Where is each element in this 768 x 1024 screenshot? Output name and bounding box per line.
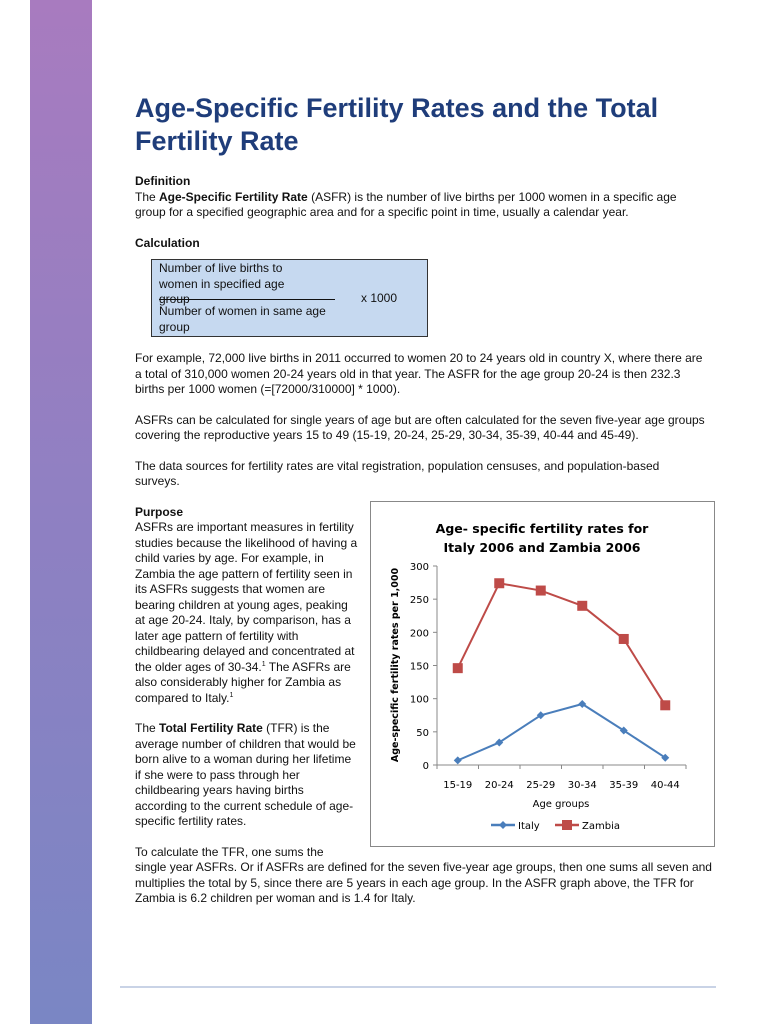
data-point <box>578 699 587 708</box>
data-point <box>494 577 505 588</box>
document-body: Definition The Age-Specific Fertility Ra… <box>135 174 715 922</box>
x-tick-label: 20-24 <box>485 780 514 791</box>
legend-label: Zambia <box>582 821 620 832</box>
legend-label: Italy <box>518 821 540 832</box>
data-point <box>495 737 504 746</box>
data-point <box>661 753 670 762</box>
definition-section: Definition The Age-Specific Fertility Ra… <box>135 174 705 221</box>
footnote-ref: 1 <box>261 660 266 668</box>
x-axis-label: Age groups <box>533 799 590 810</box>
x-tick-label: 40-44 <box>651 780 680 791</box>
chart-svg: Age- specific fertility rates for Italy 2… <box>390 521 687 832</box>
paragraph: ASFRs can be calculated for single years… <box>135 412 705 443</box>
paragraph: To calculate the TFR, one sums the singl… <box>135 844 712 906</box>
page-title: Age-Specific Fertility Rates and the Tot… <box>135 93 659 156</box>
data-point <box>452 662 463 673</box>
x-tick-label: 15-19 <box>443 780 472 791</box>
definition-heading: Definition <box>135 174 191 188</box>
x-tick-label: 35-39 <box>609 780 638 791</box>
y-tick-label: 100 <box>410 694 429 705</box>
paragraph: For example, 72,000 live births in 2011 … <box>135 351 703 396</box>
decorative-sidebar <box>30 0 92 1024</box>
text: The ASFRs are also considerably higher f… <box>135 659 351 705</box>
paragraph: ASFRs are important measures in fertilit… <box>135 520 715 706</box>
y-tick-label: 200 <box>410 628 429 639</box>
text: (TFR) is the average number of children … <box>135 721 356 828</box>
asfr-chart: Age- specific fertility rates for Italy 2… <box>370 500 715 847</box>
data-point <box>536 710 545 719</box>
text: (ASFR) is the number of live births per … <box>135 189 677 220</box>
data-point <box>577 600 588 611</box>
y-tick-label: 50 <box>416 727 429 738</box>
legend-marker <box>499 820 507 829</box>
y-tick-label: 300 <box>410 562 429 573</box>
term: Total Fertility Rate <box>159 721 263 735</box>
y-tick-label: 250 <box>410 595 429 606</box>
purpose-heading: Purpose <box>135 504 184 519</box>
fraction-bar <box>159 299 335 300</box>
data-point <box>618 633 629 644</box>
data-point <box>535 585 546 596</box>
text: ASFRs are important measures in fertilit… <box>135 520 358 674</box>
series-line-zambia <box>456 581 667 706</box>
footnote-ref: 1 <box>229 691 234 699</box>
denominator: Number of women in same age group <box>159 304 326 334</box>
calculation-heading: Calculation <box>135 235 200 250</box>
paragraph: The Total Fertility Rate (TFR) is the av… <box>135 721 715 830</box>
x-tick-label: 25-29 <box>526 780 555 791</box>
series-line-italy <box>457 702 666 761</box>
formula-box: Number of live births to women in specif… <box>151 259 428 337</box>
numerator: Number of live births to women in specif… <box>159 261 285 306</box>
multiplier: x 1000 <box>361 291 398 305</box>
text: The <box>135 721 160 735</box>
data-point <box>619 726 628 735</box>
data-point <box>660 699 671 710</box>
term: Age-Specific Fertility Rate <box>159 189 308 204</box>
y-tick-label: 0 <box>423 761 429 772</box>
chart-title: Italy 2006 and Zambia 2006 <box>444 540 641 555</box>
x-tick-label: 30-34 <box>568 780 597 791</box>
data-point <box>453 755 462 764</box>
y-axis-label: Age-specific fertility rates per 1,000 <box>390 567 401 762</box>
legend-marker <box>562 819 572 830</box>
text: The <box>135 189 160 204</box>
chart-title: Age- specific fertility rates for <box>436 521 649 536</box>
paragraph: The data sources for fertility rates are… <box>135 458 660 489</box>
purpose-section: Age- specific fertility rates for Italy 2… <box>135 500 715 907</box>
footer-divider <box>120 986 716 988</box>
y-tick-label: 150 <box>410 661 429 672</box>
